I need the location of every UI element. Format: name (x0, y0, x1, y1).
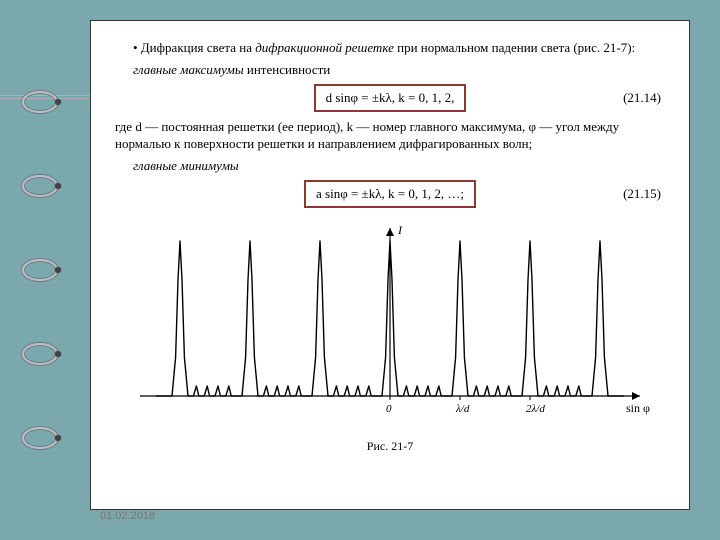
binder-ring (20, 256, 64, 284)
svg-text:0: 0 (386, 403, 392, 415)
svg-text:sin φ: sin φ (626, 401, 650, 415)
intro-italic: дифракционной решетке (255, 40, 394, 55)
document-page: • Дифракция света на дифракционной решет… (90, 20, 690, 510)
equation-1-row: d sinφ = ±kλ, k = 0, 1, 2, (21.14) (115, 84, 665, 112)
minima-line: главные минимумы (115, 157, 665, 175)
minima-label: главные минимумы (133, 158, 239, 173)
binder-ring (20, 88, 64, 116)
intro-paragraph: • Дифракция света на дифракционной решет… (115, 39, 665, 57)
svg-text:λ/d: λ/d (455, 403, 470, 415)
maxima-line: главные максимумы интенсивности (115, 61, 665, 79)
binder-ring (20, 340, 64, 368)
page-date: 01.02.2018 (100, 510, 155, 522)
figure-caption: Рис. 21-7 (115, 438, 665, 454)
equation-2-row: a sinφ = ±kλ, k = 0, 1, 2, …; (21.15) (115, 180, 665, 208)
maxima-tail: интенсивности (244, 62, 331, 77)
diffraction-chart: Isin φ 0 λ/d 2λ/d (115, 216, 665, 436)
binder-ring (20, 172, 64, 200)
spiral-binder (20, 60, 70, 480)
svg-text:2λ/d: 2λ/d (526, 403, 545, 415)
equation-1-number: (21.14) (623, 89, 661, 107)
where-paragraph: где d — постоянная решетки (ее период), … (115, 118, 665, 153)
equation-2-box: a sinφ = ±kλ, k = 0, 1, 2, …; (304, 180, 476, 208)
bullet-text-before: • Дифракция света на (133, 40, 255, 55)
binder-ring (20, 424, 64, 452)
maxima-label: главные максимумы (133, 62, 244, 77)
equation-2-number: (21.15) (623, 185, 661, 203)
svg-text:I: I (397, 223, 403, 237)
bullet-text-after: при нормальном падении света (рис. 21-7)… (394, 40, 635, 55)
equation-1-box: d sinφ = ±kλ, k = 0, 1, 2, (314, 84, 467, 112)
chart-svg: Isin φ 0 λ/d 2λ/d (130, 216, 650, 426)
